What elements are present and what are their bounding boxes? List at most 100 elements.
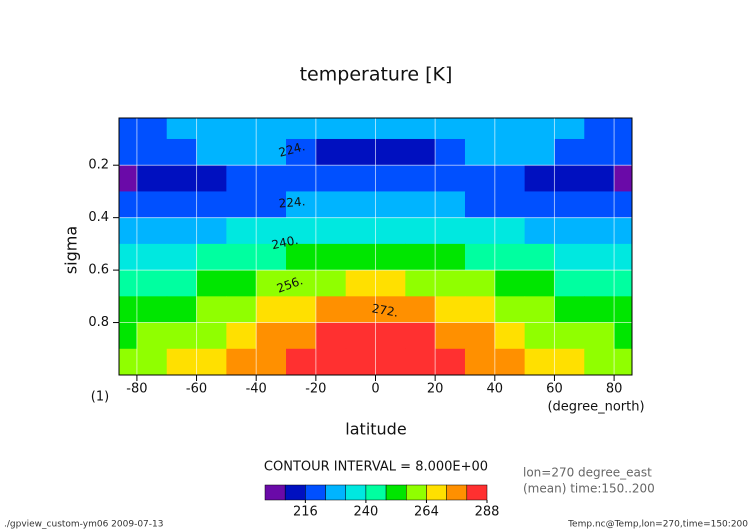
contour-cell — [464, 296, 496, 324]
contour-cell — [435, 165, 466, 192]
contour-cell — [286, 217, 317, 245]
contour-label: 224. — [278, 194, 306, 210]
contour-cell — [345, 138, 376, 166]
contour-cell — [524, 138, 555, 166]
contour-cell — [256, 118, 287, 140]
contour-cell — [614, 296, 633, 324]
contour-cell — [554, 296, 585, 324]
x-tick-label: -40 — [246, 382, 267, 397]
contour-cell — [584, 138, 615, 166]
colorbar-tick-label: 216 — [293, 505, 318, 520]
contour-cell — [435, 322, 466, 350]
contour-cell — [345, 322, 376, 350]
contour-cell — [226, 322, 257, 350]
contour-cell — [464, 217, 496, 245]
contour-cell — [256, 322, 287, 350]
contour-cell — [405, 243, 436, 271]
contour-cell — [405, 217, 436, 245]
contour-cell — [166, 165, 198, 192]
colorbar-box — [284, 484, 306, 501]
contour-cell — [405, 270, 436, 297]
contour-cell — [584, 243, 615, 271]
contour-cell — [464, 118, 496, 140]
contour-cell — [136, 118, 168, 140]
colorbar-box — [264, 484, 286, 501]
contour-cell — [196, 270, 227, 297]
contour-cell — [435, 270, 466, 297]
contour-cell — [464, 191, 496, 219]
contour-cell — [136, 165, 168, 192]
contour-cell — [196, 138, 227, 166]
y-axis-title: sigma — [62, 226, 81, 274]
contour-cell — [256, 243, 287, 271]
contour-cell — [524, 217, 555, 245]
contour-cell — [345, 296, 376, 324]
colorbar-box — [406, 484, 427, 501]
contour-cell — [614, 138, 633, 166]
contour-cell — [166, 322, 198, 350]
contour-cell — [494, 138, 526, 166]
y-tick-label: 0.8 — [88, 315, 109, 330]
x-tick-label: 80 — [606, 382, 623, 397]
contour-cell — [614, 217, 633, 245]
note: (mean) time:150..200 — [523, 482, 655, 496]
contour-cell — [196, 165, 227, 192]
colorbar-box — [385, 484, 407, 501]
contour-cell — [286, 191, 317, 219]
contour-cell — [524, 296, 555, 324]
contour-cell — [315, 270, 347, 297]
contour-cell — [554, 191, 585, 219]
contour-cell — [494, 165, 526, 192]
contour-cell — [584, 296, 615, 324]
contour-cell — [524, 191, 555, 219]
footer-left: ./gpview_custom-ym06 2009-07-13 — [4, 520, 164, 530]
contour-cell — [256, 191, 287, 219]
contour-cell — [286, 270, 317, 297]
contour-cell — [584, 165, 615, 192]
contour-cell — [494, 118, 526, 140]
contour-cell — [584, 322, 615, 350]
contour-cell — [286, 322, 317, 350]
contour-cell — [196, 348, 227, 376]
contour-cell — [405, 348, 436, 376]
contour-cell — [524, 165, 555, 192]
contour-cell — [554, 322, 585, 350]
contour-cell — [464, 270, 496, 297]
contour-cell — [524, 270, 555, 297]
contour-cell — [524, 243, 555, 271]
contour-cell — [286, 138, 317, 166]
contour-cell — [196, 118, 227, 140]
contour-cell — [584, 191, 615, 219]
contour-cell — [119, 348, 138, 376]
contour-cell — [226, 217, 257, 245]
contour-cell — [256, 296, 287, 324]
x-tick-label: 20 — [427, 382, 444, 397]
contour-cell — [614, 243, 633, 271]
grid — [119, 118, 632, 375]
contour-cell — [435, 243, 466, 271]
contour-cell — [315, 165, 347, 192]
contour-cell — [286, 165, 317, 192]
contour-cell — [554, 118, 585, 140]
contour-cell — [435, 296, 466, 324]
contour-cell — [375, 217, 406, 245]
contour-cell — [494, 322, 526, 350]
colorbar-box — [426, 484, 447, 501]
chart-title: temperature [K] — [300, 64, 453, 86]
contour-cell — [119, 322, 138, 350]
y-tick-label: 0.2 — [88, 158, 109, 173]
contour-cell — [614, 165, 633, 192]
contour-cell — [405, 165, 436, 192]
contour-cell — [345, 165, 376, 192]
contour-cell — [136, 322, 168, 350]
contour-cell — [614, 348, 633, 376]
contour-cell — [435, 191, 466, 219]
contour-cell — [464, 322, 496, 350]
contour-cell — [614, 191, 633, 219]
contour-cell — [435, 217, 466, 245]
contour-cell — [166, 296, 198, 324]
contour-cell — [286, 348, 317, 376]
contour-cell — [119, 270, 138, 297]
contour-cell — [405, 118, 436, 140]
